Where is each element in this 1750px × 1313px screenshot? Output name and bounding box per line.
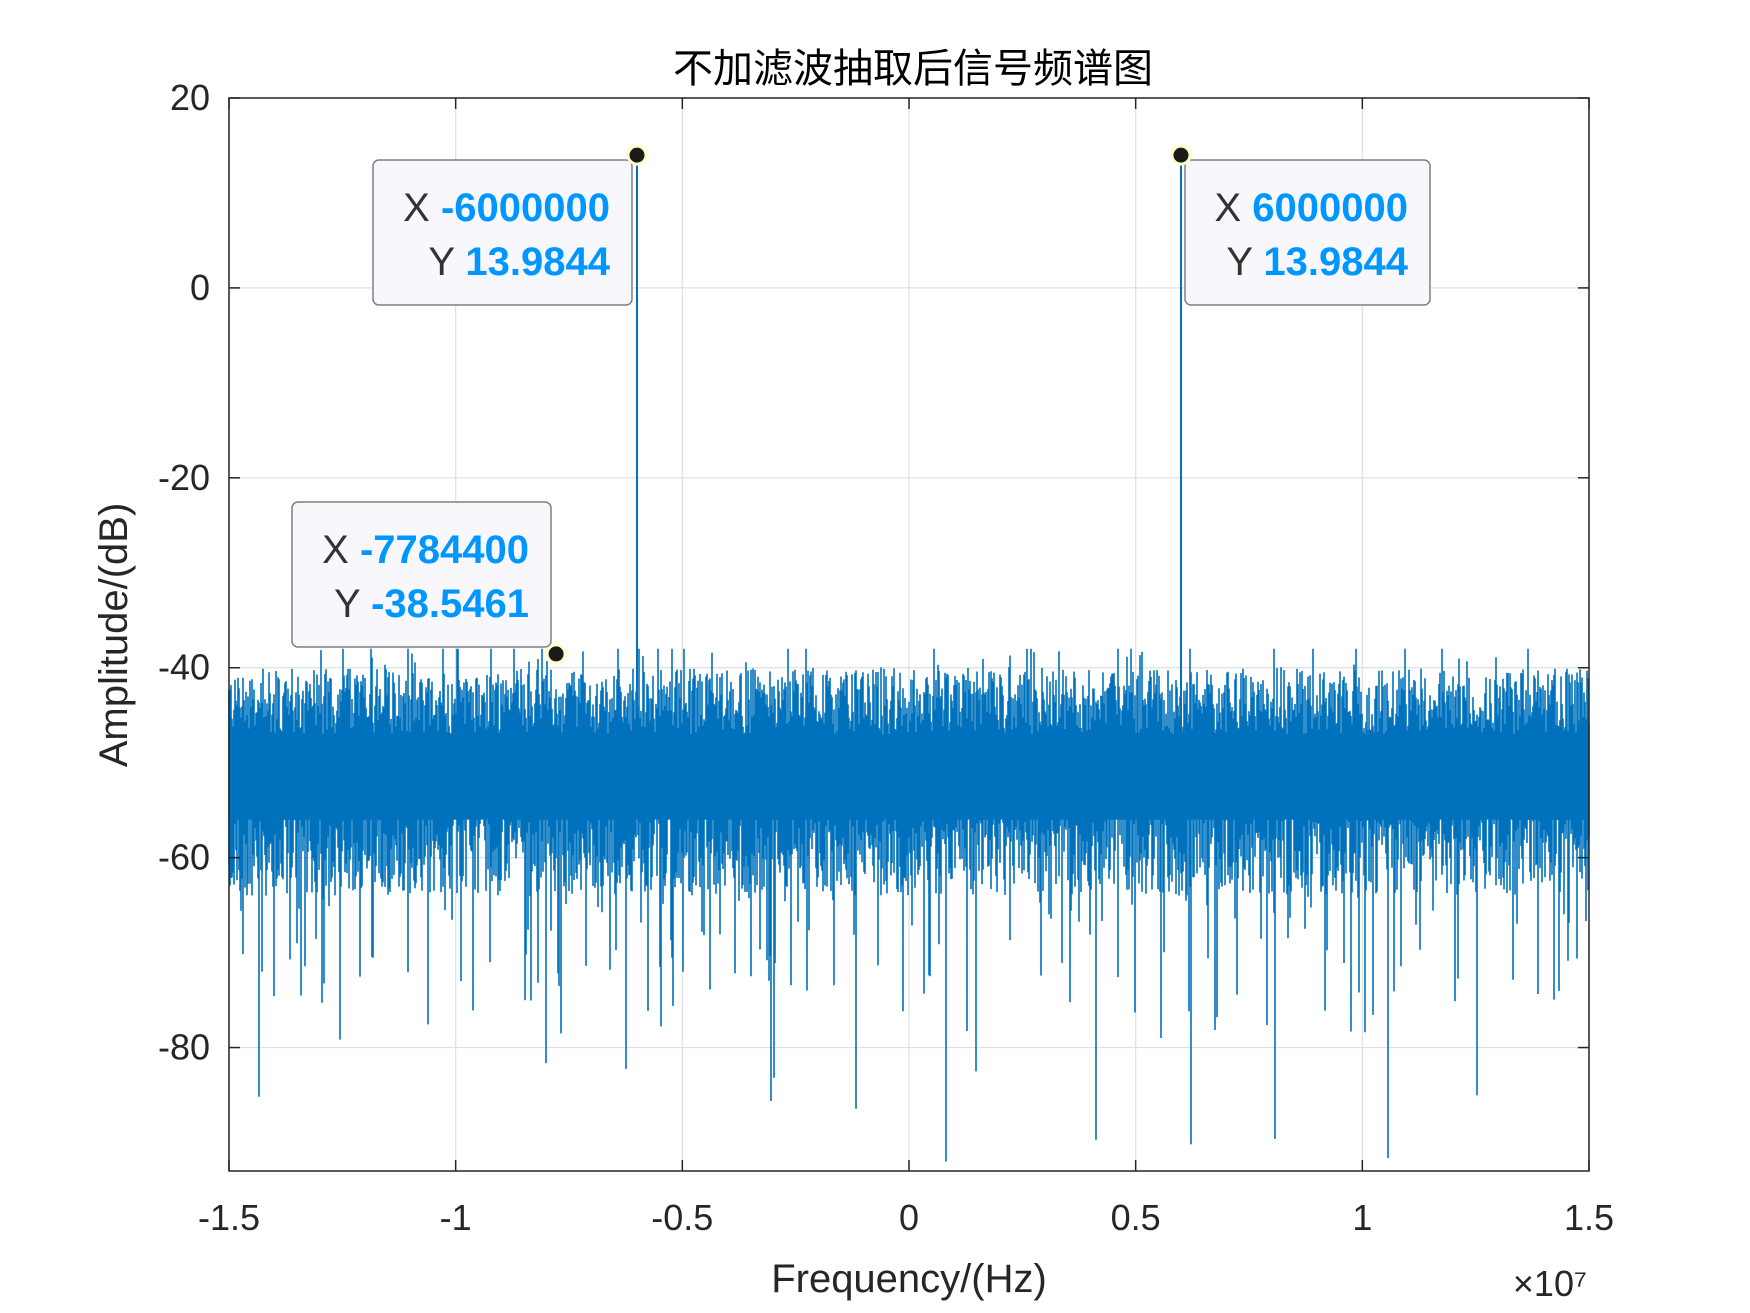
- datatip-label: Y: [334, 582, 371, 626]
- datatip-value: -38.5461: [371, 582, 529, 626]
- datatip-box: [291, 501, 552, 648]
- datatip-row: Y 13.9844: [428, 240, 610, 284]
- datatip-row: X 6000000: [1214, 186, 1408, 230]
- y-tick-label: 0: [190, 267, 210, 308]
- y-tick-label: -80: [158, 1027, 210, 1068]
- x-axis-exponent: ×10⁷: [1513, 1263, 1587, 1304]
- datatip-value: -7784400: [360, 528, 529, 572]
- y-tick-label: -20: [158, 457, 210, 498]
- x-tick-label: 1.5: [1564, 1197, 1614, 1238]
- datatip-label: X: [322, 528, 360, 572]
- datatip-row: Y -38.5461: [334, 582, 529, 626]
- datatip-marker[interactable]: [1170, 144, 1192, 166]
- datatip-label: Y: [1226, 240, 1263, 284]
- y-tick-labels: 20 0 -20 -40 -60 -80: [158, 77, 210, 1068]
- datatip-value: 13.9844: [1263, 240, 1408, 284]
- datatip-row: X -7784400: [322, 528, 529, 572]
- datatip[interactable]: X 6000000 Y 13.9844: [1170, 144, 1431, 306]
- datatip-label: Y: [428, 240, 465, 284]
- x-tick-labels: -1.5 -1 -0.5 0 0.5 1 1.5: [198, 1197, 1614, 1238]
- x-tick-label: 1: [1352, 1197, 1372, 1238]
- datatip-box: [1184, 159, 1431, 306]
- tick-marks: [228, 97, 1590, 1171]
- datatip-value: 6000000: [1252, 186, 1408, 230]
- datatip-value: 13.9844: [465, 240, 610, 284]
- x-tick-label: 0.5: [1111, 1197, 1161, 1238]
- chart-title: 不加滤波抽取后信号频谱图: [673, 47, 1153, 91]
- series-spectrum: [228, 155, 1590, 1162]
- x-tick-label: -1: [440, 1197, 472, 1238]
- y-tick-label: 20: [170, 77, 210, 118]
- datatip-value: -6000000: [441, 186, 610, 230]
- y-tick-label: -60: [158, 837, 210, 878]
- x-tick-label: -1.5: [198, 1197, 260, 1238]
- datatip-row: Y 13.9844: [1226, 240, 1408, 284]
- spectrum-noise-core: [229, 738, 1589, 820]
- datatip[interactable]: X -7784400 Y -38.5461: [291, 501, 567, 665]
- datatip-box: [372, 159, 633, 306]
- datatip-label: X: [1214, 186, 1252, 230]
- x-tick-label: -0.5: [651, 1197, 713, 1238]
- x-tick-label: 0: [899, 1197, 919, 1238]
- datatip-marker[interactable]: [545, 643, 567, 665]
- datatip-marker[interactable]: [626, 144, 648, 166]
- y-tick-label: -40: [158, 647, 210, 688]
- datatip-row: X -6000000: [403, 186, 610, 230]
- y-axis-label: Amplitude/(dB): [92, 503, 136, 768]
- x-axis-label: Frequency/(Hz): [771, 1257, 1047, 1301]
- datatip[interactable]: X -6000000 Y 13.9844: [372, 144, 648, 306]
- datatip-label: X: [403, 186, 441, 230]
